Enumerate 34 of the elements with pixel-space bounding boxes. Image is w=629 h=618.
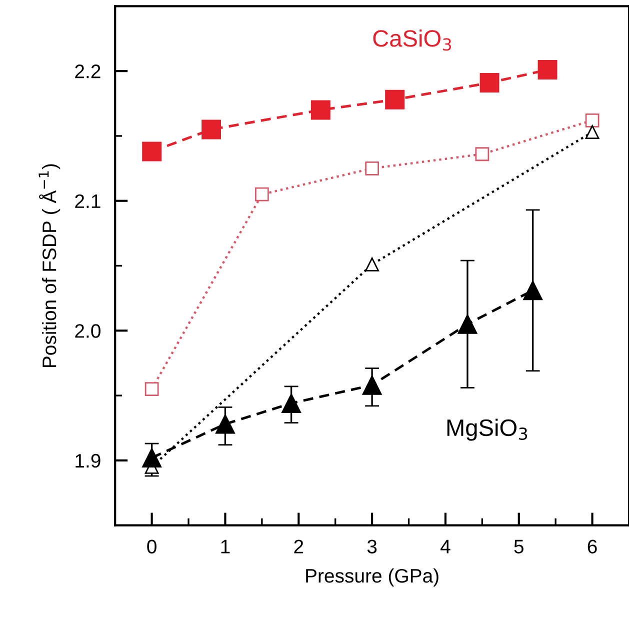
x-tick-label: 2 — [294, 540, 304, 554]
x-tick-label: 1 — [221, 540, 230, 554]
y-axis-title: Position of FSDP ( Å$^{−1}$) — [38, 164, 60, 368]
y-tick-label: 2.2 — [75, 64, 100, 78]
point — [385, 90, 405, 110]
annotation: CaSiO$_{3}$ — [373, 29, 452, 51]
x-axis-title: Pressure (GPa) — [306, 568, 438, 587]
point — [365, 257, 379, 272]
x-tick-label: 5 — [514, 540, 524, 554]
point — [216, 414, 235, 434]
x-tick-label: 0 — [147, 540, 156, 554]
y-tick-label: 1.9 — [76, 454, 100, 468]
point — [142, 448, 162, 468]
point — [585, 125, 600, 140]
x-tick-label: 3 — [367, 540, 377, 554]
y-tick-label: 2.0 — [75, 324, 100, 338]
point — [282, 394, 302, 414]
point — [585, 113, 600, 128]
point — [365, 161, 379, 176]
point — [254, 187, 269, 202]
point — [362, 375, 382, 395]
point — [523, 280, 543, 300]
point — [458, 314, 478, 334]
point — [480, 73, 500, 92]
point — [310, 100, 330, 120]
point — [142, 142, 162, 162]
point — [475, 147, 490, 162]
annotation: MgSiO$_{3}$ — [447, 418, 528, 441]
x-tick-label: 6 — [588, 540, 597, 554]
x-tick-label: 4 — [440, 540, 450, 554]
point — [144, 382, 159, 396]
point — [202, 120, 221, 140]
y-tick-label: 2.1 — [75, 194, 100, 208]
point — [538, 60, 558, 80]
